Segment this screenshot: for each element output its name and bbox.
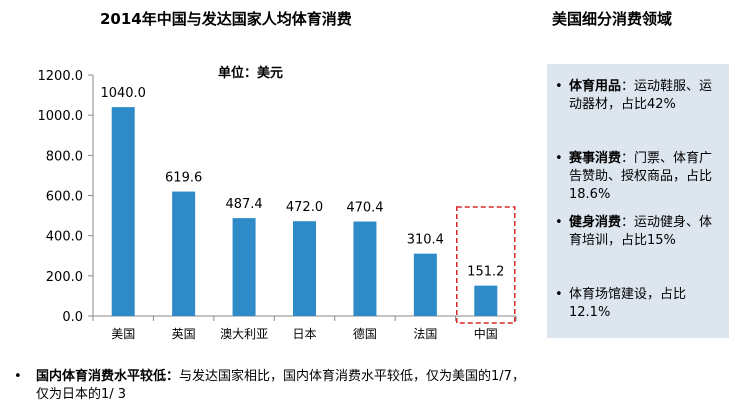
panel-item-text: 运动鞋服、运动器材，占比42% (569, 79, 713, 112)
bar (232, 218, 256, 316)
panel-item-text: 体育场馆建设，占比12.1% (569, 287, 687, 320)
bar-value-label: 151.2 (467, 265, 504, 280)
category-label: 澳大利亚 (220, 327, 268, 341)
bar (172, 191, 196, 316)
panel-item: • 健身消费：运动健身、体育培训，占比15% (555, 214, 725, 250)
bullet-icon: • (555, 215, 563, 230)
panel-item-text: 门票、体育广告赞助、授权商品，占比18.6% (569, 151, 713, 202)
y-tick-label: 200.0 (46, 270, 83, 285)
panel-item-sep: ： (621, 215, 635, 230)
bar (413, 253, 437, 316)
unit-label: 单位：美元 (218, 66, 284, 81)
y-tick-label: 800.0 (46, 149, 83, 164)
y-tick-label: 0.0 (62, 310, 83, 325)
bullet-icon: • (555, 151, 563, 166)
panel-item-key: 体育用品 (569, 79, 622, 94)
chart-title: 2014年中国与发达国家人均体育消费 (100, 10, 352, 28)
panel-item-key: 健身消费 (569, 215, 622, 230)
footnote-text: 与发达国家相比，国内体育消费水平较低，仅为美国的1/7，仅为日本的1/ 3 (36, 369, 525, 402)
panel-item: • 体育场馆建设，占比12.1% (555, 286, 725, 322)
footnote: • 国内体育消费水平较低：与发达国家相比，国内体育消费水平较低，仅为美国的1/7… (14, 368, 534, 404)
bar-value-label: 1040.0 (100, 86, 146, 101)
category-label: 中国 (474, 326, 498, 341)
bar-value-label: 472.0 (286, 200, 323, 215)
panel-item: • 体育用品：运动鞋服、运动器材，占比42% (555, 78, 725, 114)
bar (293, 221, 316, 316)
footnote-key: 国内体育消费水平较低： (36, 369, 180, 384)
bar-value-label: 619.6 (165, 171, 202, 186)
y-tick-label: 600.0 (46, 190, 83, 205)
panel-item-key: 赛事消费 (569, 151, 622, 166)
bullet-icon: • (555, 79, 563, 94)
bullet-icon: • (555, 287, 563, 302)
panel-item: • 赛事消费：门票、体育广告赞助、授权商品，占比18.6% (555, 150, 725, 204)
us-segment-panel: • 体育用品：运动鞋服、运动器材，占比42% • 赛事消费：门票、体育广告赞助、… (547, 64, 729, 338)
bar-value-label: 310.4 (407, 233, 444, 248)
bar-value-label: 487.4 (225, 197, 262, 212)
y-tick-label: 1200.0 (38, 69, 84, 84)
category-label: 法国 (413, 327, 437, 341)
bar-value-label: 470.4 (346, 201, 383, 216)
panel-item-sep: ： (621, 79, 635, 94)
category-label: 德国 (353, 326, 377, 341)
panel-item-text: 运动健身、体育培训，占比15% (569, 215, 713, 248)
category-label: 日本 (292, 327, 316, 341)
bullet-icon: • (14, 369, 22, 384)
bar (353, 221, 377, 316)
category-label: 英国 (172, 327, 196, 341)
highlight-box (456, 206, 516, 324)
bar-chart: 0.0 200.0 400.0 600.0 800.0 1000.0 1200.0 1040.… (38, 69, 517, 341)
bar (111, 107, 135, 316)
bar (474, 285, 498, 316)
y-tick-label: 1000.0 (38, 109, 84, 124)
panel-title: 美国细分消费领域 (552, 10, 673, 28)
panel-item-sep: ： (621, 151, 635, 166)
category-label: 美国 (111, 327, 135, 341)
y-tick-label: 400.0 (46, 230, 83, 245)
